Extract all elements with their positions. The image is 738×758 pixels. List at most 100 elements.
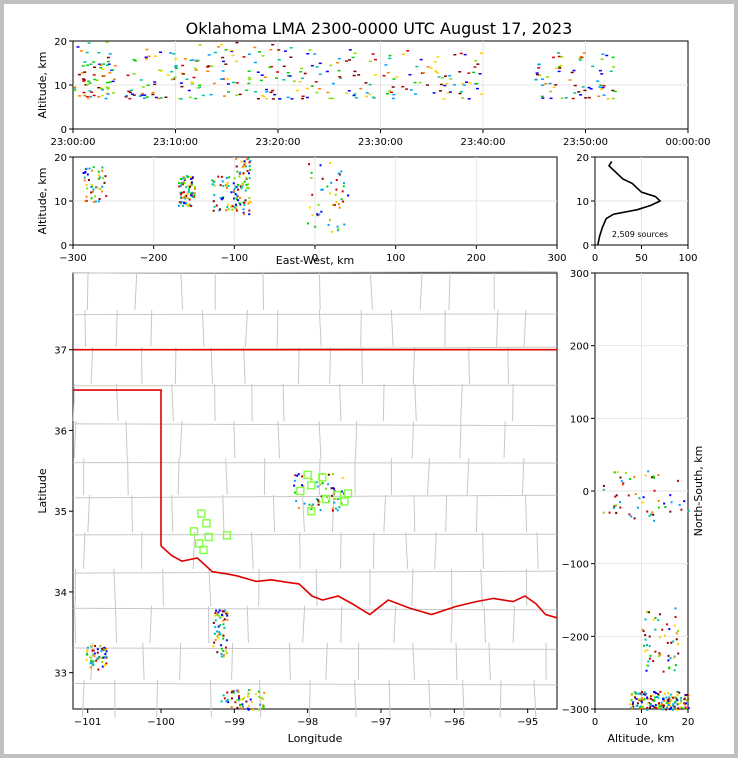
source-point [180,85,184,88]
source-point [86,64,90,67]
source-point [371,96,375,99]
source-point [84,199,87,202]
source-point [185,186,188,189]
source-point [293,479,296,482]
source-point [144,58,148,60]
source-point [674,616,677,619]
source-point [240,707,243,710]
source-point [572,69,576,72]
source-point [259,703,262,706]
source-point [169,52,173,54]
source-point [653,706,656,709]
source-point [657,499,660,502]
source-point [318,500,321,503]
source-point [226,618,229,621]
source-point [177,97,181,100]
source-point [654,616,657,619]
source-point [189,185,192,188]
source-point [103,648,106,651]
source-point [260,697,263,700]
source-point [683,698,686,701]
source-point [187,89,191,92]
source-point [657,694,660,697]
county-boundary [86,272,89,311]
longitude-tick-label: −98 [297,717,318,728]
source-point [83,176,86,179]
figure-title: Oklahoma LMA 2300-0000 UTC August 17, 20… [186,19,573,38]
source-point [340,490,343,493]
source-point [317,203,320,206]
source-point [662,698,665,701]
time-tick-label: 23:00:00 [51,137,96,148]
source-point [232,182,235,185]
source-point [683,500,686,503]
source-point [646,706,649,709]
source-point [251,708,254,711]
source-point [662,706,665,709]
source-point [578,59,582,61]
source-point [296,474,299,477]
source-point [297,473,300,476]
source-point [312,503,315,506]
source-point [89,656,92,659]
source-point [174,65,178,68]
source-point [93,652,96,655]
source-point [341,476,344,479]
source-point [554,84,558,86]
source-point [249,160,252,163]
source-point [644,650,647,653]
source-point [611,56,615,59]
time-tick-label: 00:00:00 [666,137,711,148]
source-point [467,98,471,100]
source-point [317,503,320,506]
source-point [247,695,250,698]
source-point [86,646,89,649]
source-point [677,702,680,705]
source-point [243,163,246,166]
source-point [634,691,637,694]
county-boundary [72,647,558,650]
source-point [238,93,242,96]
county-boundary [339,383,342,422]
source-point [331,494,334,497]
source-point [336,509,339,512]
source-point [663,634,666,637]
county-boundary [302,605,306,644]
source-point [269,48,273,51]
source-point [328,219,331,222]
source-point [659,704,662,707]
source-point [667,654,670,657]
source-point [249,698,252,701]
source-point [244,162,247,165]
source-point [106,60,110,63]
source-point [535,73,539,76]
ew-tick-label: −300 [59,253,86,264]
source-point [224,49,228,51]
county-boundary [156,679,159,718]
source-point [158,51,162,53]
source-point [459,52,463,55]
county-boundary [208,568,212,607]
source-point [391,86,395,88]
altitude-tick-label: 10 [576,197,589,208]
source-point [84,84,88,86]
source-point [666,623,669,626]
source-point [670,699,673,702]
county-boundary [390,309,394,348]
source-point [237,689,240,692]
lma-station-marker [194,539,204,548]
source-point [475,82,479,85]
source-point [235,198,238,201]
source-point [105,81,109,84]
source-point [140,94,144,96]
source-point [351,56,355,59]
source-point [293,491,296,494]
source-point [247,202,250,205]
source-point [619,501,622,504]
source-point [676,693,679,696]
source-point [684,696,687,699]
county-boundary [177,457,180,496]
source-point [186,184,189,187]
source-point [174,58,178,60]
